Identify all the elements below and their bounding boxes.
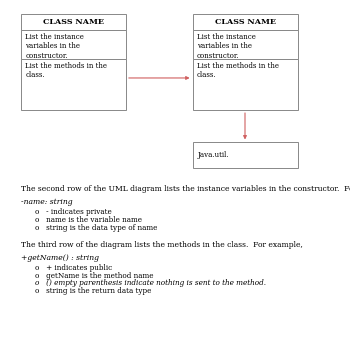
Text: List the methods in the
class.: List the methods in the class. (25, 62, 107, 79)
Text: o   name is the variable name: o name is the variable name (35, 216, 142, 224)
Text: o   - indicates private: o - indicates private (35, 208, 112, 217)
Text: List the instance
variables in the
constructor.: List the instance variables in the const… (25, 33, 84, 60)
Bar (21, 31, 126, 59)
Bar (193, 14, 298, 31)
Text: List the instance
variables in the
constructor.: List the instance variables in the const… (197, 33, 256, 60)
Text: o   string is the return data type: o string is the return data type (35, 287, 151, 295)
Bar (193, 59, 298, 110)
Text: The third row of the diagram lists the methods in the class.  For example,: The third row of the diagram lists the m… (21, 241, 303, 249)
Text: +getName() : string: +getName() : string (21, 254, 99, 262)
Bar (193, 31, 298, 59)
Text: List the methods in the
class.: List the methods in the class. (197, 62, 279, 79)
Text: o   getName is the method name: o getName is the method name (35, 272, 154, 280)
Text: CLASS NAME: CLASS NAME (43, 18, 104, 26)
Text: o   () empty parenthesis indicate nothing is sent to the method.: o () empty parenthesis indicate nothing … (35, 279, 266, 287)
Bar (21, 59, 126, 110)
Text: o   + indicates public: o + indicates public (35, 264, 112, 272)
Text: The second row of the UML diagram lists the instance variables in the constructo: The second row of the UML diagram lists … (21, 185, 350, 193)
Bar (21, 14, 126, 31)
Text: Java.util.: Java.util. (198, 151, 229, 159)
Bar (193, 142, 298, 168)
Text: -name: string: -name: string (21, 198, 73, 206)
Text: o   string is the data type of name: o string is the data type of name (35, 224, 158, 232)
Text: CLASS NAME: CLASS NAME (215, 18, 275, 26)
